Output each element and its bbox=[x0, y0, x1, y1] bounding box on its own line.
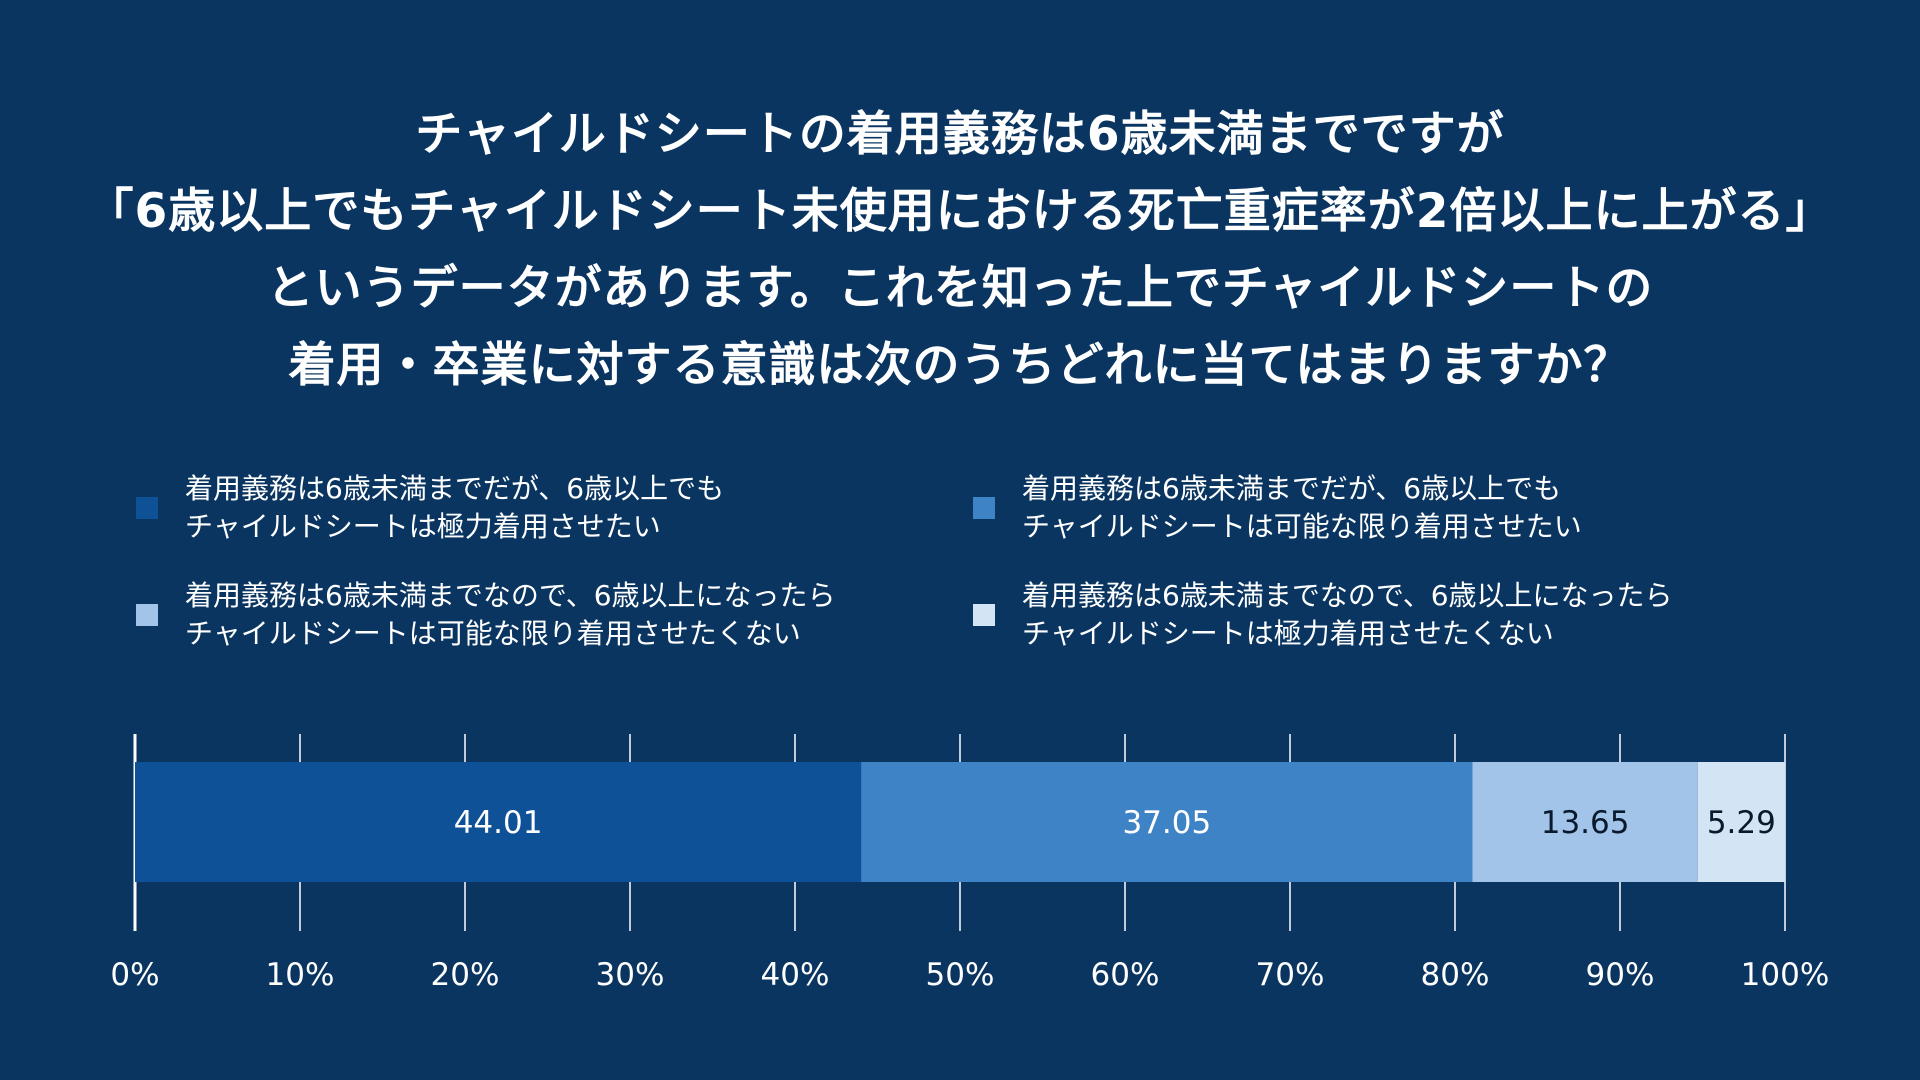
legend-label-1: 着用義務は6歳未満までだが、6歳以上でも チャイルドシートは極力着用させたい bbox=[185, 470, 724, 546]
x-tick-label: 90% bbox=[1586, 957, 1655, 993]
legend-label-1-line-1: 着用義務は6歳未満までだが、6歳以上でも bbox=[185, 472, 725, 505]
data-label: 44.01 bbox=[454, 805, 543, 841]
legend-label-4: 着用義務は6歳未満までなので、6歳以上になったら チャイルドシートは極力着用させ… bbox=[1022, 577, 1673, 653]
legend-swatch-2 bbox=[973, 497, 995, 519]
legend-label-3-line-1: 着用義務は6歳未満までなので、6歳以上になったら bbox=[185, 579, 836, 612]
legend-item-1: 着用義務は6歳未満までだが、6歳以上でも チャイルドシートは極力着用させたい bbox=[136, 470, 724, 546]
data-label: 5.29 bbox=[1707, 805, 1776, 841]
x-tick-label: 0% bbox=[110, 957, 159, 993]
title-line-3: というデータがあります。これを知った上でチャイルドシートの bbox=[266, 261, 1654, 316]
title-line-2: 「6歳以上でもチャイルドシート未使用における死亡重症率が2倍以上に上がる」 bbox=[86, 184, 1834, 239]
x-tick-label: 40% bbox=[761, 957, 830, 993]
chart-title: チャイルドシートの着用義務は6歳未満までですが 「6歳以上でもチャイルドシート未… bbox=[0, 96, 1920, 404]
legend-label-1-line-2: チャイルドシートは極力着用させたい bbox=[185, 510, 661, 543]
x-tick-label: 20% bbox=[431, 957, 500, 993]
legend-label-2-line-1: 着用義務は6歳未満までだが、6歳以上でも bbox=[1022, 472, 1562, 505]
legend-swatch-1 bbox=[136, 497, 158, 519]
data-label: 37.05 bbox=[1122, 805, 1211, 841]
title-line-4: 着用・卒業に対する意識は次のうちどれに当てはまりますか？ bbox=[288, 338, 1632, 393]
bar-segment bbox=[135, 762, 862, 882]
x-tick-label: 50% bbox=[926, 957, 995, 993]
x-tick-label: 100% bbox=[1741, 957, 1830, 993]
x-tick-label: 60% bbox=[1091, 957, 1160, 993]
legend-item-2: 着用義務は6歳未満までだが、6歳以上でも チャイルドシートは可能な限り着用させた… bbox=[973, 470, 1582, 546]
legend-label-3: 着用義務は6歳未満までなので、6歳以上になったら チャイルドシートは可能な限り着… bbox=[185, 577, 836, 653]
x-tick-label: 30% bbox=[596, 957, 665, 993]
x-tick-label: 10% bbox=[266, 957, 335, 993]
x-tick-label: 70% bbox=[1256, 957, 1325, 993]
title-line-1: チャイルドシートの着用義務は6歳未満までですが bbox=[415, 107, 1505, 162]
data-label: 13.65 bbox=[1541, 805, 1630, 841]
legend-label-2: 着用義務は6歳未満までだが、6歳以上でも チャイルドシートは可能な限り着用させた… bbox=[1022, 470, 1582, 546]
legend-item-4: 着用義務は6歳未満までなので、6歳以上になったら チャイルドシートは極力着用させ… bbox=[973, 577, 1673, 653]
legend-label-4-line-1: 着用義務は6歳未満までなので、6歳以上になったら bbox=[1022, 579, 1673, 612]
legend-label-4-line-2: チャイルドシートは極力着用させたくない bbox=[1022, 617, 1554, 650]
legend-swatch-4 bbox=[973, 604, 995, 626]
bar-segment bbox=[861, 762, 1473, 882]
bar-segment bbox=[1697, 762, 1785, 882]
legend-label-2-line-2: チャイルドシートは可能な限り着用させたい bbox=[1022, 510, 1582, 543]
legend-swatch-3 bbox=[136, 604, 158, 626]
bar-segment bbox=[1472, 762, 1698, 882]
legend-label-3-line-2: チャイルドシートは可能な限り着用させたくない bbox=[185, 617, 801, 650]
x-tick-label: 80% bbox=[1421, 957, 1490, 993]
legend-item-3: 着用義務は6歳未満までなので、6歳以上になったら チャイルドシートは可能な限り着… bbox=[136, 577, 836, 653]
